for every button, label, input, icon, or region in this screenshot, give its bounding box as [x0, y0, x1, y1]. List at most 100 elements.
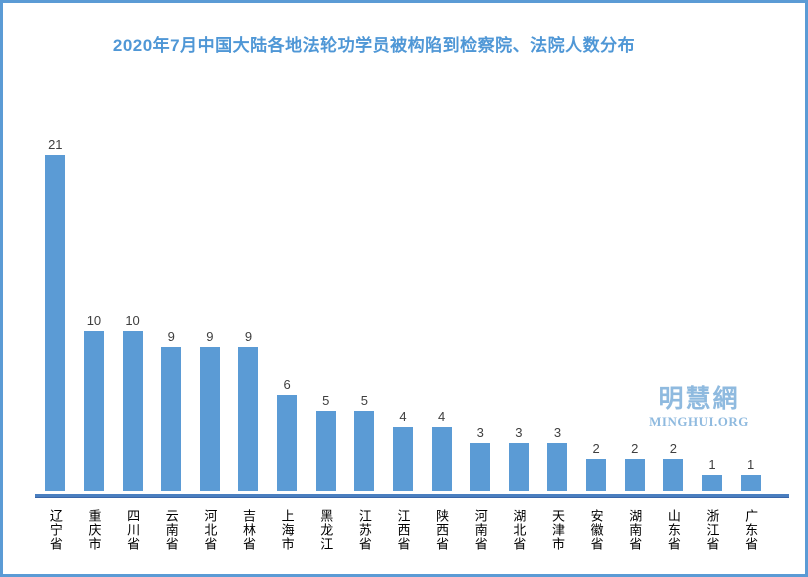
bar-group: 1: [731, 456, 770, 491]
bar: [122, 331, 143, 491]
bar: [586, 459, 607, 491]
bar-value-label: 21: [48, 136, 63, 152]
bar: [199, 347, 220, 491]
x-tick-label: 陕西省: [434, 509, 450, 551]
bar: [161, 347, 182, 491]
x-tick: 重庆市: [75, 509, 114, 551]
bar: [624, 459, 645, 491]
bar: [45, 155, 66, 491]
x-tick: 云南省: [152, 509, 191, 551]
x-tick: 辽宁省: [36, 509, 75, 551]
bar-value-label: 9: [244, 328, 253, 344]
x-tick-label: 山东省: [665, 509, 681, 551]
x-tick-label: 江苏省: [356, 509, 372, 551]
x-tick: 河北省: [191, 509, 230, 551]
x-tick-label: 天津市: [549, 509, 565, 551]
x-tick: 广东省: [731, 509, 770, 551]
x-tick-label: 湖南省: [627, 509, 643, 551]
x-tick: 安徽省: [577, 509, 616, 551]
x-tick-label: 云南省: [163, 509, 179, 551]
x-tick: 黑龙江: [306, 509, 345, 551]
plot-area: 21 10 10 9 9 9 6 5 5 4 4 3 3 3 2 2 2 1 1: [36, 136, 770, 491]
x-tick: 四川省: [113, 509, 152, 551]
bar-group: 9: [191, 328, 230, 491]
bar: [392, 427, 413, 491]
bar-value-label: 1: [708, 456, 716, 472]
bar-group: 2: [615, 440, 654, 491]
bar-value-label: 4: [437, 408, 446, 424]
bar: [277, 395, 298, 491]
bar-value-label: 3: [515, 424, 523, 440]
bar: [508, 443, 529, 491]
x-tick: 湖南省: [615, 509, 654, 551]
bar-value-label: 2: [669, 440, 677, 456]
bar: [663, 459, 684, 491]
bar-value-label: 2: [631, 440, 639, 456]
x-tick-label: 重庆市: [86, 509, 102, 551]
bar: [431, 427, 452, 491]
x-tick: 陕西省: [422, 509, 461, 551]
bar: [740, 475, 761, 491]
x-tick-label: 四川省: [125, 509, 141, 551]
x-tick: 江苏省: [345, 509, 384, 551]
x-tick: 浙江省: [693, 509, 732, 551]
bar-group: 3: [500, 424, 539, 491]
bar-value-label: 4: [399, 408, 407, 424]
x-tick-label: 河北省: [202, 509, 218, 551]
x-tick-label: 广东省: [743, 509, 759, 551]
bar-group: 3: [538, 424, 577, 491]
bar-value-label: 9: [167, 328, 175, 344]
bar: [83, 331, 104, 491]
bar-value-label: 5: [322, 392, 330, 408]
bar-value-label: 3: [553, 424, 562, 440]
x-tick: 上海市: [268, 509, 307, 551]
bar-group: 9: [229, 328, 268, 491]
bar-group: 10: [113, 312, 152, 491]
bar-group: 21: [36, 136, 75, 491]
x-tick: 山东省: [654, 509, 693, 551]
bar: [354, 411, 375, 491]
bar-value-label: 6: [283, 376, 291, 392]
x-tick-label: 湖北省: [511, 509, 527, 551]
x-tick: 吉林省: [229, 509, 268, 551]
x-tick: 河南省: [461, 509, 500, 551]
bar-group: 10: [75, 312, 114, 491]
bar-group: 4: [422, 408, 461, 491]
bar: [470, 443, 491, 491]
bar: [701, 475, 722, 491]
bar-value-label: 10: [86, 312, 102, 328]
bar-group: 6: [268, 376, 307, 491]
chart-title: 2020年7月中国大陆各地法轮功学员被构陷到检察院、法院人数分布: [112, 36, 636, 55]
minghui-watermark: 明慧網 MINGHUI.ORG: [649, 385, 749, 429]
minghui-logo-latin: MINGHUI.ORG: [649, 414, 749, 429]
x-tick-label: 吉林省: [240, 509, 256, 551]
bar-group: 1: [693, 456, 732, 491]
x-tick: 江西省: [384, 509, 423, 551]
bar-group: 5: [306, 392, 345, 491]
bar-value-label: 10: [125, 312, 140, 328]
bar-value-label: 9: [206, 328, 214, 344]
x-tick-label: 浙江省: [704, 509, 720, 551]
bar-group: 5: [345, 392, 384, 491]
bar-value-label: 5: [360, 392, 368, 408]
bar-value-label: 3: [476, 424, 484, 440]
x-axis-labels: 辽宁省 重庆市 四川省 云南省 河北省 吉林省 上海市 黑龙江 江苏省 江西省 陕西省 河南省 湖北省 天…: [36, 509, 770, 551]
x-tick-label: 上海市: [279, 509, 295, 551]
x-axis-line: [35, 494, 789, 498]
bar-group: 4: [384, 408, 423, 491]
minghui-logo-cjk: 明慧網: [658, 385, 740, 413]
bar: [315, 411, 336, 491]
bar-group: 3: [461, 424, 500, 491]
x-tick-label: 江西省: [395, 509, 411, 551]
x-tick: 湖北省: [500, 509, 539, 551]
bar-group: 2: [577, 441, 616, 491]
x-tick-label: 黑龙江: [318, 509, 334, 551]
x-tick-label: 河南省: [472, 509, 488, 551]
bar: [238, 347, 259, 491]
bar-value-label: 1: [746, 456, 755, 472]
x-tick: 天津市: [538, 509, 577, 551]
x-tick-label: 安徽省: [588, 509, 604, 551]
bar: [547, 443, 568, 491]
bar-group: 2: [654, 440, 693, 491]
